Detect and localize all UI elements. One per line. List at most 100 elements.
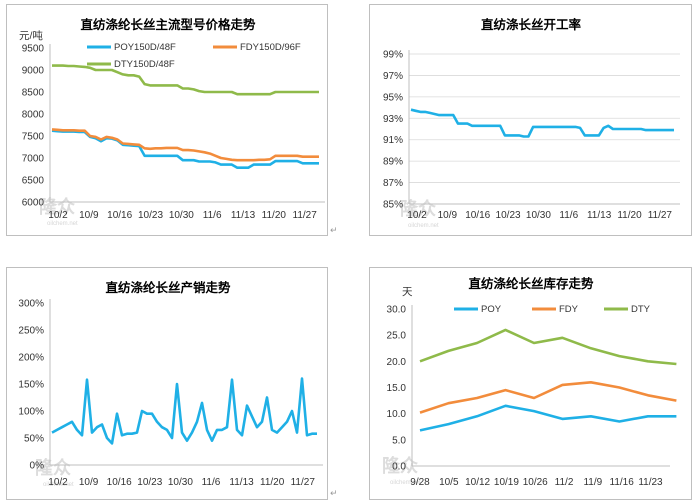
x-tick-label: 10/9 <box>79 210 99 221</box>
y-tick-label: 95% <box>383 92 403 103</box>
y-tick-label: 6500 <box>22 176 45 187</box>
y-tick-label: 20.0 <box>387 357 407 368</box>
chart-title: 直纺涤纶长丝产销走势 <box>105 280 231 295</box>
sales-ratio-chart: 直纺涤纶长丝产销走势 隆众 oilchem.net 0% 50% 100% 150% 2… <box>18 280 323 488</box>
y-tick-label: 0.0 <box>392 462 406 473</box>
legend-label-poy: POY150D/48F <box>114 42 176 53</box>
y-tick-label: 91% <box>383 135 403 146</box>
operating-rate-chart-panel: 直纺涤长丝开工率 隆众 oilchem.net 85% 87% 89% 91% 93% 9… <box>369 4 692 236</box>
y-tick-label: 150% <box>18 380 44 391</box>
series-line-dty150d-48f <box>52 64 319 96</box>
series-line-fdy <box>419 381 677 414</box>
paragraph-mark: ↵ <box>330 225 338 235</box>
y-tick-label: 7000 <box>22 154 45 165</box>
y-tick-label: 250% <box>18 326 44 337</box>
x-tick-label: 10/30 <box>526 210 551 221</box>
chart-title: 直纺涤纶长丝库存走势 <box>468 276 594 291</box>
series-line-fdy150d-96f <box>51 128 319 162</box>
x-tick-label: 11/20 <box>617 210 642 221</box>
x-tick-label: 11/27 <box>291 477 316 488</box>
y-tick-label: 6000 <box>22 198 45 209</box>
price-chart-panel: 直纺涤纶长丝主流型号价格走势 元/吨 隆众 oilchem.net 6000 65… <box>6 4 328 236</box>
legend: POY FDY DTY <box>454 304 651 315</box>
inventory-chart-panel: 直纺涤纶长丝库存走势 天 隆众 oilchem.net 0.0 5.0 10.0 15… <box>369 267 692 500</box>
x-tick-label: 10/5 <box>439 477 459 488</box>
x-tick-label: 10/23 <box>137 477 162 488</box>
x-tick-label: 10/30 <box>169 210 194 221</box>
y-tick-label: 30.0 <box>387 305 407 316</box>
y-tick-label: 93% <box>383 114 403 125</box>
x-tick-label: 11/20 <box>262 210 287 221</box>
y-tick-label: 100% <box>18 407 44 418</box>
unit-label: 天 <box>402 286 413 298</box>
x-tick-label: 10/12 <box>465 477 490 488</box>
paragraph-mark: ↵ <box>330 488 338 498</box>
x-tick-label: 10/23 <box>138 210 163 221</box>
x-tick-label: 11/6 <box>202 477 221 488</box>
x-tick-label: 9/28 <box>410 477 430 488</box>
x-tick-label: 10/30 <box>168 477 193 488</box>
watermark-site: oilchem.net <box>43 482 74 488</box>
series-line-poy <box>419 404 677 432</box>
y-tick-label: 87% <box>383 178 403 189</box>
x-tick-label: 10/9 <box>438 210 458 221</box>
watermark-brand: 隆众 <box>35 457 71 479</box>
legend-label-dty: DTY150D/48F <box>114 59 175 70</box>
operating-rate-chart: 直纺涤长丝开工率 隆众 oilchem.net 85%87%89%91%93%9… <box>383 17 680 229</box>
series-line- <box>51 377 317 445</box>
legend-label-fdy: FDY150D/96F <box>240 42 301 53</box>
y-tick-label: 9000 <box>22 66 45 77</box>
watermark: 隆众 oilchem.net <box>382 455 421 486</box>
x-tick-label: 10/2 <box>407 210 427 221</box>
x-tick-label: 11/23 <box>638 477 663 488</box>
y-tick-label: 97% <box>383 71 403 82</box>
x-tick-label: 10/23 <box>496 210 521 221</box>
x-tick-label: 11/6 <box>559 210 578 221</box>
unit-label: 元/吨 <box>19 29 43 42</box>
legend-label-dty: DTY <box>631 304 651 315</box>
legend: POY150D/48F FDY150D/96F DTY150D/48F <box>87 42 301 70</box>
x-tick-label: 11/2 <box>555 477 574 488</box>
x-tick-label: 11/27 <box>293 210 318 221</box>
x-tick-label: 11/13 <box>231 210 256 221</box>
y-tick-label: 25.0 <box>387 331 407 342</box>
x-tick-label: 11/27 <box>648 210 673 221</box>
y-tick-label: 0% <box>30 461 45 472</box>
watermark-site: oilchem.net <box>408 223 439 229</box>
x-tick-label: 11/20 <box>260 477 285 488</box>
sales-ratio-chart-panel: 直纺涤纶长丝产销走势 隆众 oilchem.net 0% 50% 100% 150% 2… <box>6 267 328 500</box>
chart-title: 直纺涤长丝开工率 <box>481 17 582 32</box>
y-tick-label: 8000 <box>22 110 45 121</box>
y-tick-label: 200% <box>18 353 44 364</box>
watermark-brand: 隆众 <box>382 455 418 477</box>
y-tick-label: 9500 <box>22 44 45 55</box>
x-tick-label: 10/19 <box>494 477 519 488</box>
y-tick-label: 300% <box>18 299 44 310</box>
inventory-chart: 直纺涤纶长丝库存走势 天 隆众 oilchem.net 0.0 5.0 10.0 15… <box>382 276 677 488</box>
y-tick-label: 5.0 <box>392 435 406 446</box>
y-tick-label: 15.0 <box>387 383 407 394</box>
y-tick-label: 8500 <box>22 88 45 99</box>
x-tick-label: 10/2 <box>48 477 68 488</box>
y-tick-label: 99% <box>383 50 403 61</box>
y-tick-label: 10.0 <box>387 409 407 420</box>
series-line- <box>410 108 674 138</box>
x-tick-label: 11/6 <box>203 210 222 221</box>
x-tick-label: 10/16 <box>107 477 132 488</box>
x-tick-label: 10/26 <box>523 477 548 488</box>
x-tick-label: 11/9 <box>583 477 602 488</box>
y-tick-label: 85% <box>383 200 403 211</box>
chart-title: 直纺涤纶长丝主流型号价格走势 <box>80 17 256 32</box>
price-chart: 直纺涤纶长丝主流型号价格走势 元/吨 隆众 oilchem.net 600065… <box>19 17 325 227</box>
y-tick-label: 7500 <box>22 132 45 143</box>
x-tick-label: 11/13 <box>229 477 254 488</box>
x-tick-label: 10/16 <box>107 210 132 221</box>
series-line-dty <box>419 328 677 366</box>
x-tick-label: 10/16 <box>465 210 490 221</box>
x-tick-label: 11/13 <box>587 210 612 221</box>
legend-label-fdy: FDY <box>559 304 579 315</box>
watermark: 隆众 oilchem.net <box>35 457 74 488</box>
x-tick-label: 11/16 <box>610 477 635 488</box>
legend-label-poy: POY <box>481 304 502 315</box>
x-tick-label: 10/9 <box>79 477 99 488</box>
